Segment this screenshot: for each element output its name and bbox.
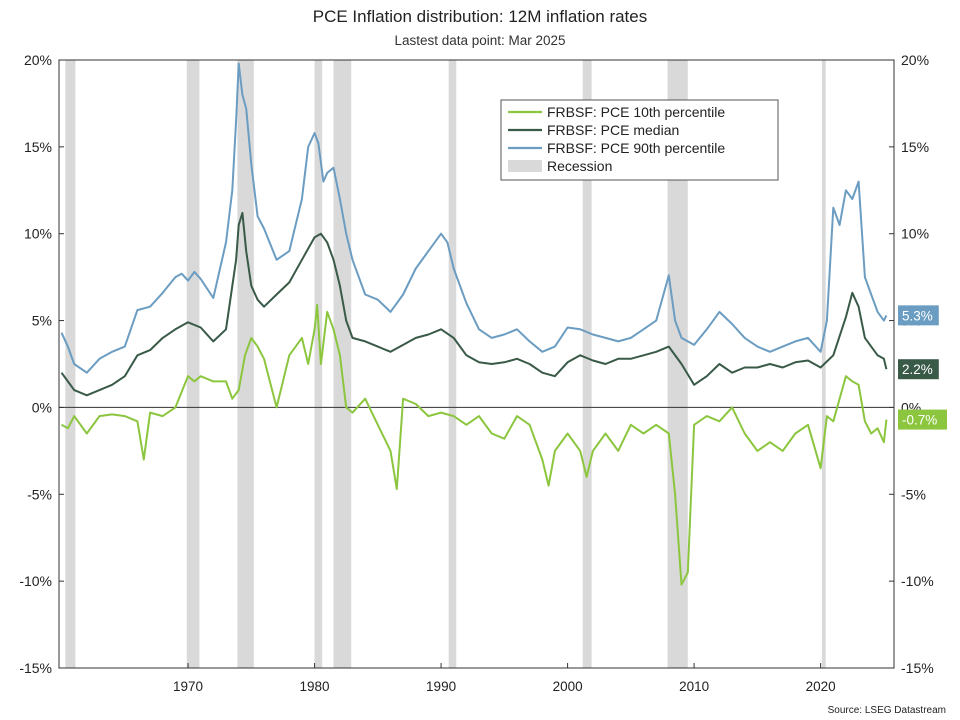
x-tick-label: 1970	[173, 679, 203, 694]
series-line-p90	[60, 62, 888, 374]
legend-swatch-recession	[508, 160, 542, 172]
recession-band	[582, 60, 592, 668]
x-tick-label: 2000	[553, 679, 583, 694]
series-line-p10	[61, 303, 888, 586]
chart-title: PCE Inflation distribution: 12M inflatio…	[313, 7, 648, 26]
recession-band	[333, 60, 352, 668]
recession-band	[314, 60, 323, 668]
y-tick-label-right: 10%	[901, 226, 929, 242]
x-tick-label: 1990	[426, 679, 456, 694]
end-label-p90: 5.3%	[902, 308, 933, 323]
y-tick-label-left: -15%	[19, 660, 52, 676]
x-tick-label: 2010	[679, 679, 709, 694]
recession-band	[448, 60, 457, 668]
recession-shading	[65, 60, 826, 668]
source-note: Source: LSEG Datastream	[828, 705, 946, 716]
y-tick-label-right: -5%	[901, 486, 926, 502]
y-tick-label-right: -10%	[901, 573, 934, 589]
y-tick-label-right: 20%	[901, 52, 929, 68]
y-tick-label-left: -5%	[27, 486, 52, 502]
plot-frame	[58, 59, 895, 669]
y-tick-label-left: -10%	[19, 573, 52, 589]
end-label-box-median	[898, 359, 939, 380]
end-label-box-p10	[898, 409, 947, 430]
x-tick-label: 2020	[806, 679, 836, 694]
legend-box	[500, 99, 779, 181]
y-tick-label-left: 10%	[24, 226, 52, 242]
end-labels: 5.3% 2.2% -0.7%	[898, 305, 947, 430]
end-label-box-p90	[898, 305, 939, 326]
end-label-median: 2.2%	[902, 362, 933, 377]
legend-label-median: FRBSF: PCE median	[547, 122, 679, 138]
recession-band	[65, 60, 76, 668]
chart-subtitle: Lastest data point: Mar 2025	[394, 33, 565, 48]
series-lines	[60, 62, 888, 586]
legend-label-recession: Recession	[547, 158, 612, 174]
recession-band	[186, 60, 200, 668]
y-tick-label-left: 5%	[32, 313, 52, 329]
series-line-median	[60, 211, 888, 397]
y-tick-label-left: 0%	[32, 399, 52, 415]
y-tick-label-right: 15%	[901, 139, 929, 155]
end-label-p10: -0.7%	[902, 413, 937, 428]
y-tick-label-right: -15%	[901, 660, 934, 676]
y-tick-label-left: 20%	[24, 52, 52, 68]
recession-band	[667, 60, 688, 668]
y-tick-label-left: 15%	[24, 139, 52, 155]
legend: FRBSF: PCE 10th percentile FRBSF: PCE me…	[500, 99, 779, 181]
axes: 20%20%15%15%10%10%5%5%0%0%-5%-5%-10%-10%…	[19, 52, 933, 694]
recession-band	[237, 60, 254, 668]
legend-label-p90: FRBSF: PCE 90th percentile	[547, 140, 725, 156]
legend-label-p10: FRBSF: PCE 10th percentile	[547, 104, 725, 120]
x-tick-label: 1980	[300, 679, 330, 694]
